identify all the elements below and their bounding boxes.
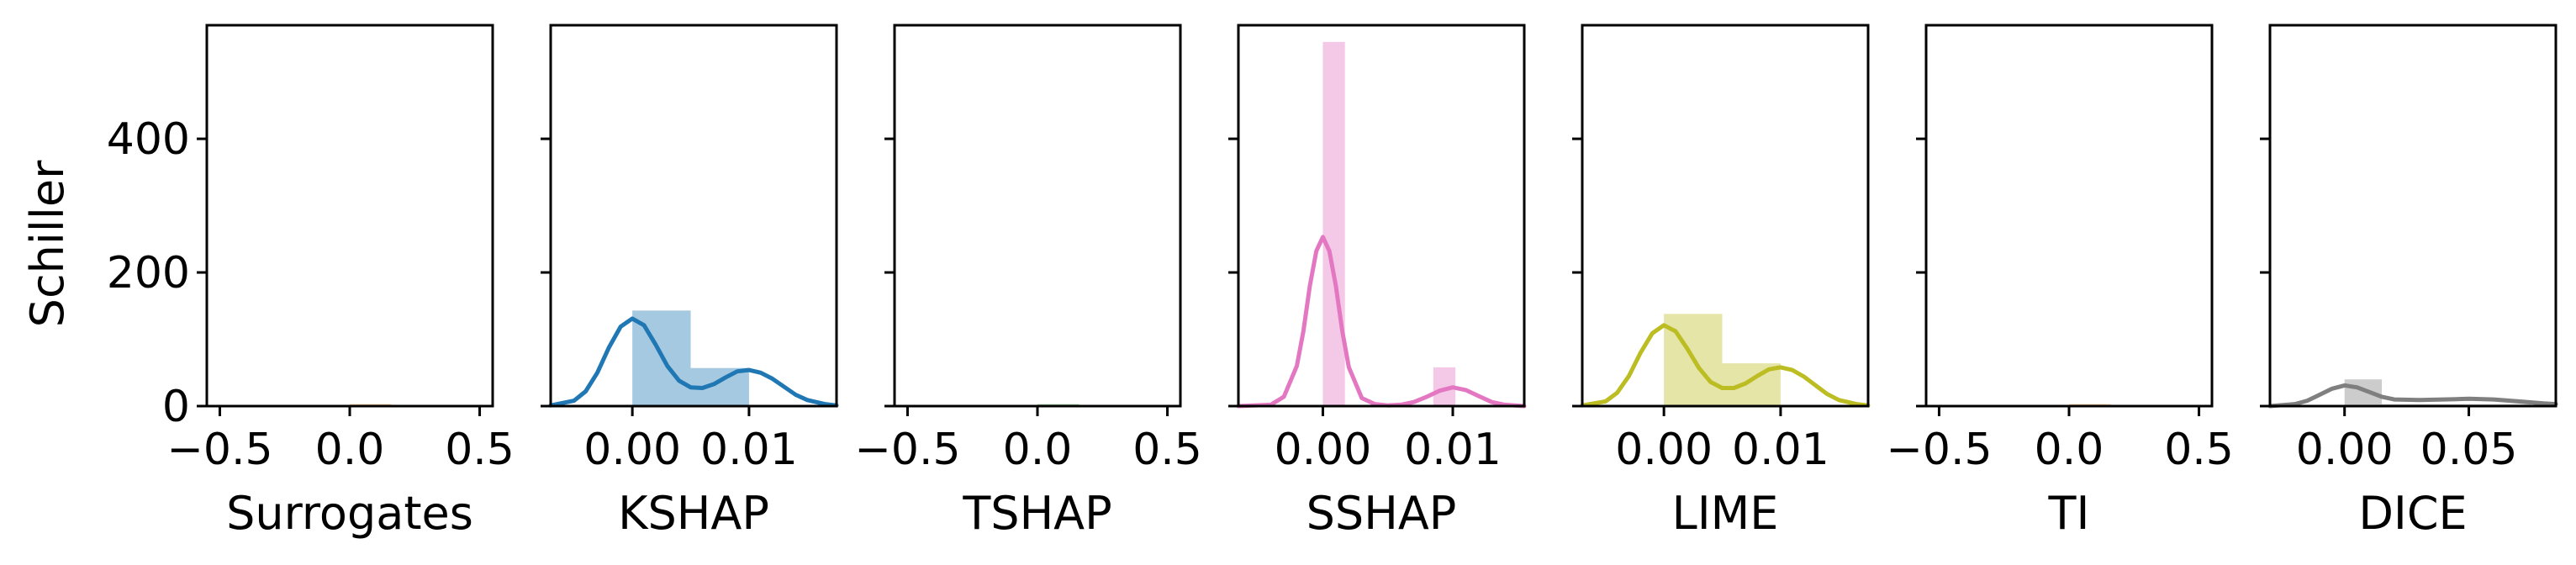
panel-ti: −0.5 0.0 0.5 TI <box>1886 24 2234 540</box>
x-tick-label-lime-1: 0.01 <box>1732 425 1829 475</box>
y-tick-label-0: 0 <box>162 382 190 432</box>
x-tick-label-surrogates-0: −0.5 <box>166 425 272 475</box>
axes-frame-lime <box>1581 24 1870 408</box>
x-tick-label-kshap-0: 0.00 <box>583 425 681 475</box>
x-tick-label-dice-1: 0.05 <box>2420 425 2518 475</box>
x-axis-label-lime: LIME <box>1672 487 1779 540</box>
x-axis-label-ti: TI <box>2048 487 2090 540</box>
x-tick-label-ti-2: 0.5 <box>2164 425 2234 475</box>
panel-dice: 0.00 0.05 DICE <box>2260 24 2558 540</box>
x-tick-label-ti-1: 0.0 <box>2035 425 2104 475</box>
x-tick-label-surrogates-1: 0.0 <box>315 425 385 475</box>
panel-lime: 0.00 0.01 LIME <box>1572 24 1871 540</box>
x-tick-label-tshap-0: −0.5 <box>854 425 960 475</box>
x-tick-label-surrogates-2: 0.5 <box>445 425 515 475</box>
x-tick-label-sshap-0: 0.00 <box>1275 425 1372 475</box>
x-axis-label-dice: DICE <box>2358 487 2467 540</box>
kde-line-sshap <box>1236 235 1527 409</box>
axes-frame-tshap <box>893 24 1182 408</box>
kde-line-dice <box>2267 383 2558 409</box>
y-axis-label: Schiller <box>21 160 74 327</box>
x-tick-label-dice-0: 0.00 <box>2296 425 2394 475</box>
panel-sshap: 0.00 0.01 SSHAP <box>1228 24 1527 540</box>
axes-frame-kshap <box>549 24 838 408</box>
x-tick-label-lime-0: 0.00 <box>1615 425 1713 475</box>
x-tick-label-tshap-2: 0.5 <box>1132 425 1202 475</box>
x-axis-label-kshap: KSHAP <box>618 487 769 540</box>
kde-line-lime <box>1580 323 1871 408</box>
panels-group: 0 200 400 −0.5 0.0 0.5 Surrogates 0.00 0.01 KSHAP… <box>107 24 2558 540</box>
y-tick-label-1: 200 <box>107 248 190 298</box>
x-axis-label-sshap: SSHAP <box>1306 487 1457 540</box>
x-tick-label-kshap-1: 0.01 <box>700 425 798 475</box>
axes-frame-surrogates <box>205 24 494 408</box>
axes-frame-sshap <box>1237 24 1526 408</box>
x-tick-label-tshap-1: 0.0 <box>1003 425 1073 475</box>
y-tick-label-2: 400 <box>107 114 190 165</box>
panel-tshap: −0.5 0.0 0.5 TSHAP <box>854 24 1202 540</box>
kde-line-kshap <box>548 316 839 408</box>
panel-surrogates: 0 200 400 −0.5 0.0 0.5 Surrogates <box>107 24 515 540</box>
panel-kshap: 0.00 0.01 KSHAP <box>541 24 839 540</box>
x-axis-label-surrogates: Surrogates <box>226 487 473 540</box>
x-axis-label-tshap: TSHAP <box>962 487 1111 540</box>
axes-frame-ti <box>1924 24 2214 408</box>
x-tick-label-ti-0: −0.5 <box>1886 425 1992 475</box>
x-tick-label-sshap-1: 0.01 <box>1404 425 1502 475</box>
histogram-bar-sshap-0 <box>1322 41 1345 407</box>
axes-frame-dice <box>2268 24 2558 408</box>
